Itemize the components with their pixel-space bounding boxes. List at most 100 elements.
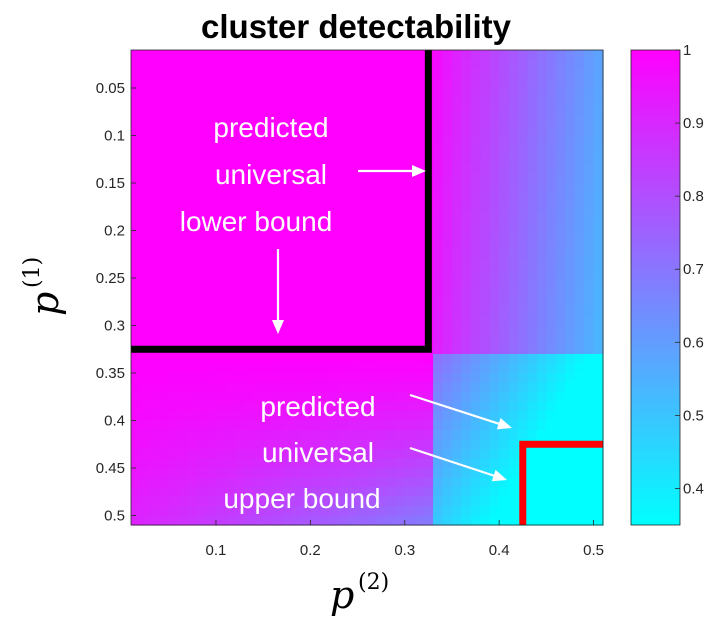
heatmap-cell <box>461 325 472 336</box>
heatmap-cell <box>206 211 217 222</box>
heatmap-cell <box>348 354 359 365</box>
heatmap-cell <box>187 230 198 241</box>
heatmap-cell <box>225 107 236 118</box>
heatmap-cell <box>291 278 302 289</box>
heatmap-cell <box>433 126 444 137</box>
heatmap-cell <box>423 411 434 422</box>
heatmap-cell <box>367 107 378 118</box>
heatmap-cell <box>282 192 293 203</box>
heatmap-cell <box>593 202 604 213</box>
heatmap-cell <box>329 97 340 108</box>
heatmap-cell <box>451 449 462 460</box>
heatmap-cell <box>310 173 321 184</box>
heatmap-cell <box>451 373 462 384</box>
heatmap-cell <box>442 97 453 108</box>
heatmap-cell <box>470 297 481 308</box>
heatmap-cell <box>367 477 378 488</box>
heatmap-cell <box>574 135 585 146</box>
heatmap-cell <box>442 107 453 118</box>
heatmap-plot <box>131 50 604 526</box>
heatmap-cell <box>319 382 330 393</box>
heatmap-cell <box>593 458 604 469</box>
heatmap-cell <box>546 392 557 403</box>
heatmap-cell <box>168 116 179 127</box>
heatmap-cell <box>404 278 415 289</box>
heatmap-cell <box>451 69 462 80</box>
heatmap-cell <box>499 306 510 317</box>
heatmap-cell <box>414 50 425 61</box>
heatmap-cell <box>499 515 510 526</box>
heatmap-cell <box>149 430 160 441</box>
heatmap-cell <box>395 354 406 365</box>
heatmap-cell <box>168 107 179 118</box>
heatmap-cell <box>433 496 444 507</box>
heatmap-cell <box>489 458 500 469</box>
heatmap-cell <box>329 88 340 99</box>
heatmap-cell <box>442 268 453 279</box>
heatmap-cell <box>300 325 311 336</box>
heatmap-cell <box>480 487 491 498</box>
heatmap-cell <box>536 249 547 260</box>
heatmap-cell <box>244 420 255 431</box>
heatmap-cell <box>291 411 302 422</box>
heatmap-cell <box>527 78 538 89</box>
heatmap-cell <box>385 211 396 222</box>
heatmap-cell <box>319 468 330 479</box>
heatmap-cell <box>131 221 142 232</box>
heatmap-cell <box>442 515 453 526</box>
heatmap-cell <box>565 382 576 393</box>
heatmap-cell <box>518 173 529 184</box>
heatmap-cell <box>518 392 529 403</box>
heatmap-cell <box>244 107 255 118</box>
heatmap-cell <box>263 268 274 279</box>
heatmap-cell <box>300 240 311 251</box>
heatmap-cell <box>329 107 340 118</box>
heatmap-cell <box>536 401 547 412</box>
heatmap-cell <box>149 449 160 460</box>
heatmap-cell <box>574 287 585 298</box>
heatmap-cell <box>234 126 245 137</box>
heatmap-cell <box>253 401 264 412</box>
heatmap-cell <box>300 154 311 165</box>
heatmap-cell <box>291 126 302 137</box>
heatmap-cell <box>527 116 538 127</box>
heatmap-cell <box>565 449 576 460</box>
heatmap-cell <box>480 278 491 289</box>
heatmap-cell <box>376 506 387 517</box>
heatmap-cell <box>470 325 481 336</box>
heatmap-cell <box>546 496 557 507</box>
heatmap-cell <box>178 420 189 431</box>
heatmap-cell <box>508 373 519 384</box>
heatmap-cell <box>206 50 217 61</box>
heatmap-cell <box>461 468 472 479</box>
heatmap-cell <box>546 78 557 89</box>
heatmap-cell <box>215 154 226 165</box>
heatmap-cell <box>206 192 217 203</box>
heatmap-cell <box>546 211 557 222</box>
heatmap-cell <box>244 363 255 374</box>
heatmap-cell <box>508 439 519 450</box>
heatmap-cell <box>574 230 585 241</box>
heatmap-cell <box>140 458 151 469</box>
heatmap-cell <box>291 449 302 460</box>
heatmap-cell <box>282 306 293 317</box>
heatmap-cell <box>131 192 142 203</box>
heatmap-cell <box>404 78 415 89</box>
heatmap-cell <box>253 107 264 118</box>
heatmap-cell <box>348 306 359 317</box>
heatmap-cell <box>593 192 604 203</box>
heatmap-cell <box>499 240 510 251</box>
heatmap-cell <box>149 487 160 498</box>
heatmap-cell <box>367 496 378 507</box>
heatmap-cell <box>197 325 208 336</box>
heatmap-cell <box>508 221 519 232</box>
heatmap-cell <box>593 306 604 317</box>
heatmap-cell <box>461 259 472 270</box>
heatmap-cell <box>140 449 151 460</box>
heatmap-cell <box>140 420 151 431</box>
heatmap-cell <box>442 306 453 317</box>
heatmap-cell <box>565 154 576 165</box>
heatmap-cell <box>272 135 283 146</box>
heatmap-cell <box>206 439 217 450</box>
heatmap-cell <box>140 259 151 270</box>
